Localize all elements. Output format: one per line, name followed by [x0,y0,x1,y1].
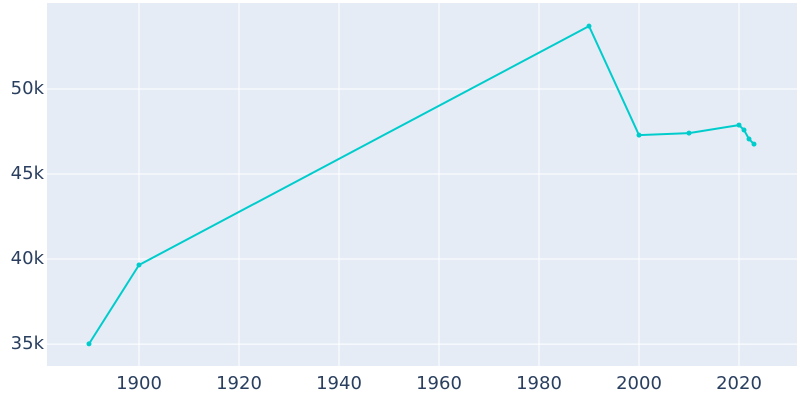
x-tick-label: 2020 [716,373,762,394]
marker [136,262,142,268]
x-tick-label: 1960 [416,373,462,394]
y-tick-label: 35k [11,333,45,354]
marker [751,141,757,147]
x-tick-label: 1920 [216,373,262,394]
marker [741,127,747,133]
marker [586,23,592,29]
marker [736,122,742,128]
marker [636,132,642,138]
marker [686,130,692,136]
plot-area [47,3,797,366]
marker [86,341,92,347]
marker [746,136,752,142]
x-tick-label: 1940 [316,373,362,394]
x-tick-label: 1900 [116,373,162,394]
y-tick-label: 45k [11,163,45,184]
x-tick-label: 2000 [616,373,662,394]
y-tick-label: 40k [11,248,45,269]
y-tick-label: 50k [11,78,45,99]
x-tick-label: 1980 [516,373,562,394]
